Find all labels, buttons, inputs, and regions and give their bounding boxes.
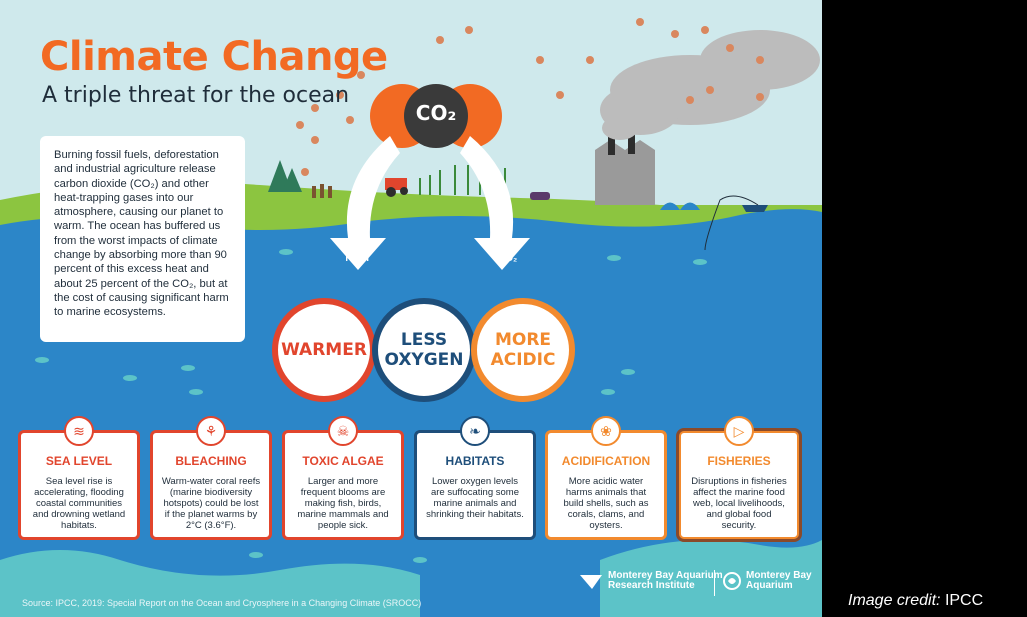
impact-card-body: Warm-water coral reefs (marine biodivers… <box>161 476 261 531</box>
wave-icon: ≋ <box>64 416 94 446</box>
mbari-name-line2: Research Institute <box>608 580 695 591</box>
source-citation: Source: IPCC, 2019: Special Report on th… <box>22 598 422 608</box>
page-title: Climate Change <box>40 34 388 80</box>
impact-card-title: HABITATS <box>445 454 505 468</box>
intro-line: heat-trapping gases into our <box>54 191 194 204</box>
impact-card-body: Lower oxygen levels are suffocating some… <box>426 476 524 520</box>
intro-line: change by absorbing more than 90 <box>54 249 227 262</box>
impact-card-fisheries: FISHERIES Disruptions in fisheries affect… <box>676 428 802 542</box>
impact-card-title: ACIDIFICATION <box>561 454 651 468</box>
shrimp-icon: ❧ <box>460 416 490 446</box>
mbari-logo: Monterey Bay Aquarium Research Institute <box>578 571 723 591</box>
impact-card-habitats: HABITATS Lower oxygen levels are suffocat… <box>414 430 536 540</box>
impact-card-sea-level: SEA LEVEL Sea level rise is accelerating,… <box>18 430 140 540</box>
impact-card-toxic-algae: TOXIC ALGAE Larger and more frequent bloo… <box>282 430 404 540</box>
co2-molecule-icon <box>370 84 502 148</box>
mbari-logo-icon <box>580 575 602 589</box>
less-oxygen-circle: LESS OXYGEN <box>372 298 476 402</box>
impact-card-title: SEA LEVEL <box>45 454 113 468</box>
warmer-label: WARMER <box>281 340 367 360</box>
impact-card-body: More acidic water harms animals that bui… <box>563 476 649 531</box>
more-acidic-circle: MORE ACIDIC <box>471 298 575 402</box>
impact-card-body: Sea level rise is accelerating, flooding… <box>32 476 126 531</box>
intro-line: warm. The ocean has buffered us <box>54 220 221 233</box>
impact-card-title: TOXIC ALGAE <box>302 454 384 468</box>
less-label: LESS <box>400 330 448 350</box>
co2-arrow-label: ~25% CO₂ <box>483 242 533 264</box>
image-credit-label: Image credit: <box>848 592 941 609</box>
more-label: MORE <box>494 330 552 350</box>
absorption-arrows <box>330 136 530 270</box>
impact-card-body: Larger and more frequent blooms are maki… <box>297 476 389 531</box>
intro-line: and industrial agriculture release <box>54 163 216 176</box>
fish-icon: ▷ <box>724 416 754 446</box>
intro-text-box: Burning fossil fuels, deforestation and i… <box>40 136 245 342</box>
intro-line: from the worst impacts of climate <box>54 234 218 247</box>
co2-percent: ~25% <box>495 242 521 253</box>
image-credit-value: IPCC <box>944 592 984 609</box>
impact-card-bleaching: BLEACHING Warm-water coral reefs (marine … <box>150 430 272 540</box>
co2-label: CO₂ <box>415 101 457 125</box>
coral-icon: ⚘ <box>196 416 226 446</box>
intro-line: to marine ecosystems. <box>54 306 166 319</box>
shell-icon: ❀ <box>591 416 621 446</box>
acidic-label: ACIDIC <box>490 350 556 370</box>
aquarium-logo-icon <box>723 572 741 590</box>
intro-line: percent of this excess heat and <box>54 263 209 276</box>
aquarium-name-line1: Monterey Bay <box>746 570 812 581</box>
aquarium-name-line2: Aquarium <box>746 580 793 591</box>
infographic-poster: Climate Change A triple threat for the o… <box>0 0 822 617</box>
impact-card-body: Disruptions in fisheries affect the mari… <box>691 476 787 531</box>
intro-line: about 25 percent of the CO₂, but at <box>54 277 228 290</box>
oxygen-label: OXYGEN <box>384 350 464 370</box>
warmer-circle: WARMER <box>272 298 376 402</box>
heat-percent: > 90% <box>344 242 372 253</box>
impact-card-title: FISHERIES <box>707 454 771 468</box>
logo-divider <box>714 570 715 596</box>
impact-card-acidification: ACIDIFICATION More acidic water harms ani… <box>545 430 667 540</box>
intro-line: the cost of causing significant harm <box>54 291 229 304</box>
co2-word: CO₂ <box>498 253 518 264</box>
heat-arrow-label: > 90% HEAT <box>333 242 383 264</box>
impact-card-title: BLEACHING <box>175 454 247 468</box>
image-credit: Image credit: IPCC <box>848 592 983 610</box>
mbari-name-line1: Monterey Bay Aquarium <box>608 570 723 581</box>
page-subtitle: A triple threat for the ocean <box>42 83 350 108</box>
intro-line: carbon dioxide (CO₂) and other <box>54 177 209 190</box>
heat-word: HEAT <box>345 253 371 264</box>
intro-line: atmosphere, causing our planet to <box>54 206 224 219</box>
skull-icon: ☠ <box>328 416 358 446</box>
intro-line: Burning fossil fuels, deforestation <box>54 149 219 161</box>
aquarium-logo: Monterey Bay Aquarium <box>722 571 812 591</box>
